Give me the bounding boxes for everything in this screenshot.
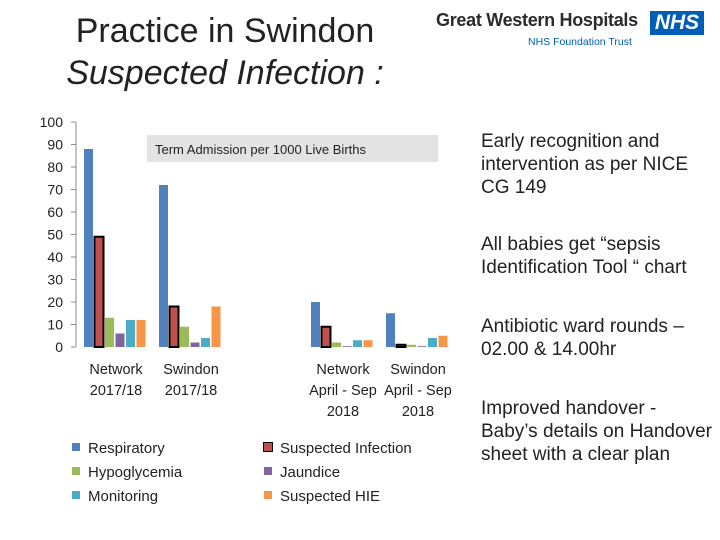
- y-tick-label: 70: [47, 182, 63, 198]
- legend-label: Hypoglycemia: [88, 464, 183, 481]
- y-tick-label: 80: [47, 159, 63, 175]
- bar-suspected-hie: [211, 306, 221, 347]
- bar-hypoglycemia: [105, 317, 114, 347]
- x-category-label: Swindon: [163, 362, 219, 378]
- legend-label: Jaundice: [280, 464, 341, 481]
- y-tick-label: 30: [47, 272, 63, 288]
- bar-monitoring: [126, 320, 135, 347]
- bar-suspected-infection: [93, 235, 105, 348]
- legend-label: Respiratory: [88, 440, 165, 457]
- legend-swatch: [72, 443, 80, 452]
- bar-hypoglycemia: [332, 342, 341, 347]
- bar-monitoring: [428, 338, 437, 347]
- bar-hypoglycemia: [407, 344, 416, 347]
- legend-label: Suspected Infection: [280, 440, 412, 457]
- bar-monitoring: [353, 340, 362, 347]
- legend-swatch: [264, 467, 272, 476]
- bar-suspected-infection: [395, 343, 407, 348]
- bar-hypoglycemia: [180, 326, 189, 347]
- bar-suspected-infection: [320, 325, 332, 348]
- y-tick-label: 100: [40, 114, 64, 130]
- logo-trust-text: NHS Foundation Trust: [528, 36, 632, 48]
- y-tick-label: 10: [47, 317, 63, 333]
- legend-item-respiratory: Respiratory: [72, 440, 165, 457]
- x-category-label: Network: [89, 362, 143, 378]
- y-tick-label: 40: [47, 249, 63, 265]
- x-category-label: 2018: [402, 404, 434, 420]
- y-tick-label: 20: [47, 294, 63, 310]
- legend-swatch: [263, 442, 273, 453]
- chart-legend: Respiratory Hypoglycemia Monitoring Suspect…: [72, 440, 472, 510]
- legend-label: Monitoring: [88, 488, 159, 505]
- nhs-logo-badge: NHS: [650, 11, 704, 35]
- y-tick-label: 50: [47, 227, 63, 243]
- legend-item-suspected-infection: Suspected Infection: [263, 440, 412, 457]
- legend-label: Suspected HIE: [280, 488, 381, 505]
- slide-title: Practice in Swindon Suspected Infection …: [0, 10, 450, 94]
- slide-title-line-2: Suspected Infection :: [66, 54, 384, 92]
- bar-jaundice: [342, 346, 352, 347]
- chart-title: Term Admission per 1000 Live Births: [155, 142, 366, 157]
- legend-item-hypoglycemia: Hypoglycemia: [72, 464, 182, 481]
- y-tick-label: 90: [47, 137, 63, 153]
- bar-respiratory: [386, 313, 395, 347]
- legend-item-jaundice: Jaundice: [264, 464, 340, 481]
- x-category-label: Network: [316, 362, 370, 378]
- legend-item-monitoring: Monitoring: [72, 488, 158, 505]
- x-category-label: 2018: [327, 404, 359, 420]
- bar-suspected-infection: [168, 305, 180, 348]
- bar-jaundice: [417, 346, 427, 347]
- bullet-list: Early recognition and intervention as pe…: [481, 130, 717, 466]
- legend-item-suspected-hie: Suspected HIE: [264, 488, 380, 505]
- admission-bar-chart: 0 10 20 30 40 50 60 70 80 90 100 Network 2017/18 Swin…: [40, 114, 452, 420]
- legend-swatch: [264, 491, 272, 500]
- bullet-4: Improved handover - Baby’s details on Ha…: [481, 398, 712, 465]
- x-category-label: 2017/18: [90, 383, 142, 399]
- legend-swatch: [72, 491, 80, 500]
- bar-respiratory: [84, 149, 93, 347]
- bar-respiratory: [311, 302, 320, 347]
- chart-title-box: [147, 135, 438, 162]
- bar-suspected-hie: [136, 320, 146, 347]
- bar-jaundice: [190, 342, 200, 347]
- logo-brand-text: Great Western Hospitals: [436, 10, 638, 30]
- x-category-label: April - Sep: [309, 383, 377, 399]
- legend-swatch: [72, 467, 80, 476]
- bar-respiratory: [159, 185, 168, 347]
- bar-suspected-hie: [363, 340, 373, 347]
- hospital-logo: Great Western Hospitals NHS NHS Foundati…: [436, 10, 704, 50]
- y-tick-label: 60: [47, 204, 63, 220]
- bar-jaundice: [115, 333, 125, 347]
- bar-monitoring: [201, 338, 210, 347]
- bullet-1: Early recognition and intervention as pe…: [481, 131, 688, 198]
- x-category-label: April - Sep: [384, 383, 452, 399]
- x-category-label: 2017/18: [165, 383, 217, 399]
- bar-suspected-hie: [438, 335, 448, 347]
- x-category-label: Swindon: [390, 362, 446, 378]
- bullet-3: Antibiotic ward rounds – 02.00 & 14.00hr: [481, 316, 684, 360]
- bullet-2: All babies get “sepsis Identification To…: [481, 234, 687, 278]
- slide-title-line-1: Practice in Swindon: [75, 12, 375, 50]
- y-tick-label: 0: [55, 339, 63, 355]
